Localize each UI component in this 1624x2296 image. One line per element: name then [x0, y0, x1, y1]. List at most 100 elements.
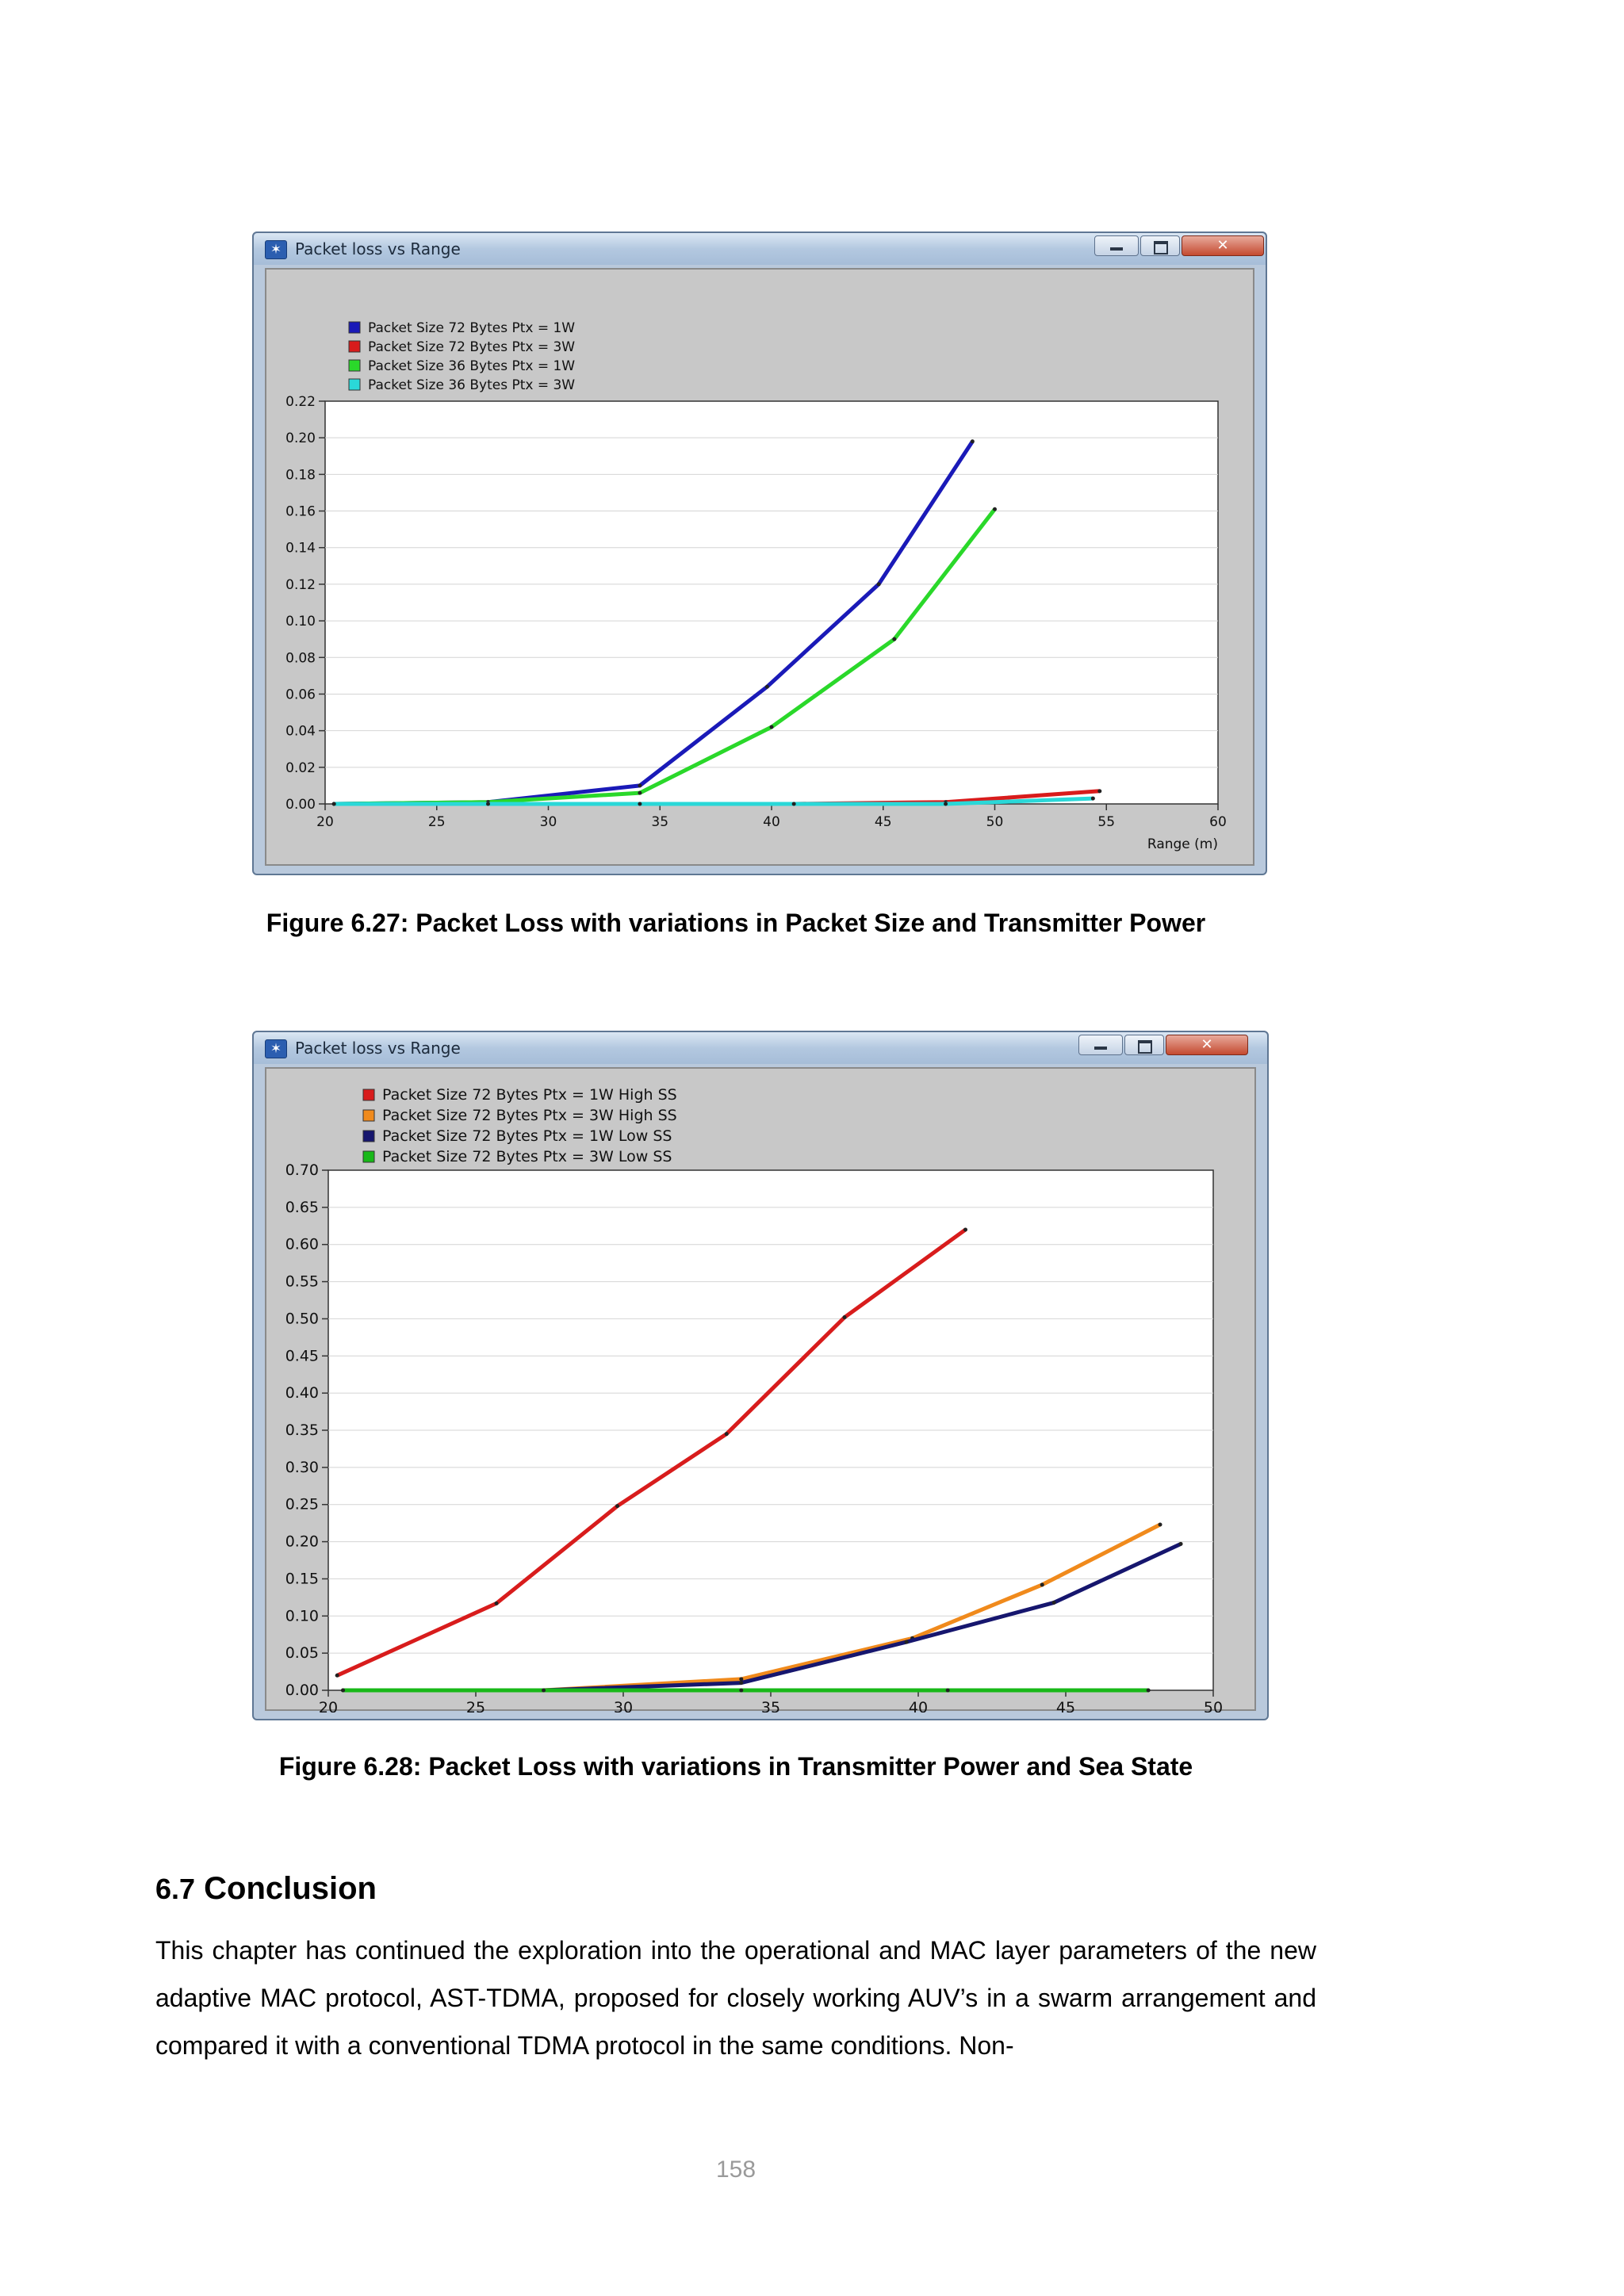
y-tick-label: 0.02 — [285, 760, 316, 776]
data-point — [1158, 1522, 1162, 1527]
page-number: 158 — [715, 2156, 756, 2183]
data-point — [341, 1688, 346, 1693]
y-tick-label: 0.10 — [285, 614, 316, 629]
y-tick-label: 0.15 — [285, 1570, 319, 1587]
data-point — [1040, 1582, 1044, 1587]
minimize-button[interactable] — [1094, 235, 1139, 256]
data-point — [1178, 1541, 1183, 1546]
y-tick-label: 0.40 — [285, 1384, 319, 1402]
x-tick-label: 60 — [1209, 814, 1227, 830]
y-tick-label: 0.06 — [285, 687, 316, 702]
data-point — [963, 1227, 968, 1232]
x-tick-label: 30 — [540, 814, 557, 830]
window-titlebar[interactable]: ✶ Packet loss vs Range ✕ — [254, 233, 1266, 265]
data-point — [1051, 1600, 1056, 1605]
x-tick-label: 45 — [1056, 1699, 1075, 1712]
app-star-icon: ✶ — [265, 1039, 287, 1058]
legend-entry: Packet Size 36 Bytes Ptx = 1W — [368, 358, 575, 374]
x-tick-label: 30 — [614, 1699, 633, 1712]
x-tick-label: 25 — [466, 1699, 485, 1712]
y-tick-label: 0.45 — [285, 1347, 319, 1364]
data-point — [892, 637, 897, 641]
legend-entry: Packet Size 72 Bytes Ptx = 3W Low SS — [382, 1148, 672, 1165]
data-point — [764, 684, 769, 689]
x-tick-label: 35 — [651, 814, 668, 830]
x-tick-label: 35 — [761, 1699, 780, 1712]
maximize-icon — [1138, 1040, 1152, 1054]
legend-entry: Packet Size 72 Bytes Ptx = 1W High SS — [382, 1086, 677, 1104]
close-icon: ✕ — [1201, 1036, 1213, 1053]
y-tick-label: 0.20 — [285, 1533, 319, 1551]
y-tick-label: 0.08 — [285, 650, 316, 666]
x-tick-label: 50 — [1204, 1699, 1223, 1712]
x-tick-label: 20 — [316, 814, 334, 830]
x-axis-label: Range (m) — [1147, 836, 1218, 852]
close-button[interactable]: ✕ — [1166, 1035, 1248, 1055]
y-tick-label: 0.60 — [285, 1236, 319, 1253]
window-title: Packet loss vs Range — [295, 239, 461, 258]
data-point — [876, 582, 881, 587]
legend-swatch — [348, 378, 361, 391]
y-tick-label: 0.10 — [285, 1607, 319, 1624]
data-point — [331, 802, 336, 806]
data-point — [335, 1673, 339, 1678]
chart-client-area: Packet Size 72 Bytes Ptx = 1W Packet Size… — [265, 268, 1254, 866]
legend-swatch — [362, 1130, 375, 1142]
figure-caption-1: Figure 6.27: Packet Loss with variations… — [266, 909, 1206, 937]
y-tick-label: 0.18 — [285, 467, 316, 483]
x-tick-label: 20 — [319, 1699, 338, 1712]
data-point — [638, 802, 642, 806]
y-tick-label: 0.00 — [285, 797, 316, 813]
chart-client-area: Packet Size 72 Bytes Ptx = 1W High SS Pac… — [265, 1067, 1256, 1712]
legend-swatch — [362, 1109, 375, 1122]
section-title: Conclusion — [204, 1871, 377, 1906]
x-tick-label: 25 — [428, 814, 446, 830]
data-point — [739, 1681, 744, 1686]
series-line — [334, 796, 1094, 806]
app-star-icon: ✶ — [265, 240, 287, 259]
y-tick-label: 0.30 — [285, 1459, 319, 1476]
packet-loss-chart-1: Packet Size 72 Bytes Ptx = 1W Packet Size… — [285, 320, 1227, 852]
x-tick-label: 45 — [875, 814, 892, 830]
legend-swatch — [362, 1150, 375, 1163]
y-tick-label: 0.65 — [285, 1199, 319, 1216]
figure-caption-2: Figure 6.28: Packet Loss with variations… — [278, 1752, 1193, 1781]
legend-entry: Packet Size 72 Bytes Ptx = 3W — [368, 339, 575, 355]
data-point — [1090, 796, 1095, 801]
x-tick-label: 55 — [1097, 814, 1115, 830]
minimize-button[interactable] — [1078, 1035, 1123, 1055]
data-point — [769, 725, 774, 729]
minimize-icon — [1094, 1047, 1107, 1050]
data-point — [638, 790, 642, 795]
data-point — [739, 1688, 744, 1693]
y-tick-label: 0.22 — [285, 394, 316, 410]
data-point — [724, 1432, 729, 1437]
y-tick-label: 0.55 — [285, 1273, 319, 1291]
data-point — [944, 802, 948, 806]
data-point — [1146, 1688, 1151, 1693]
maximize-button[interactable] — [1124, 1035, 1164, 1055]
legend-swatch — [348, 359, 361, 372]
maximize-icon — [1154, 241, 1168, 254]
legend-swatch — [362, 1089, 375, 1101]
data-point — [904, 1640, 909, 1644]
chart-window-1: ✶ Packet loss vs Range ✕ Packet Size 72 … — [252, 232, 1267, 875]
packet-loss-chart-2: Packet Size 72 Bytes Ptx = 1W High SS Pac… — [285, 1086, 1223, 1712]
y-tick-label: 0.50 — [285, 1310, 319, 1327]
data-point — [638, 783, 642, 788]
y-tick-label: 0.00 — [285, 1682, 319, 1699]
data-point — [739, 1677, 744, 1682]
data-point — [1097, 789, 1102, 794]
x-tick-label: 40 — [763, 814, 780, 830]
data-point — [791, 802, 796, 806]
data-point — [842, 1315, 847, 1320]
window-titlebar[interactable]: ✶ Packet loss vs Range ✕ — [254, 1032, 1267, 1064]
y-tick-label: 0.05 — [285, 1644, 319, 1662]
y-tick-label: 0.35 — [285, 1422, 319, 1439]
series-line — [336, 1227, 967, 1678]
close-icon: ✕ — [1216, 237, 1229, 254]
y-tick-label: 0.14 — [285, 541, 316, 557]
close-button[interactable]: ✕ — [1182, 235, 1264, 256]
legend-entry: Packet Size 72 Bytes Ptx = 1W — [368, 320, 575, 336]
maximize-button[interactable] — [1140, 235, 1180, 256]
